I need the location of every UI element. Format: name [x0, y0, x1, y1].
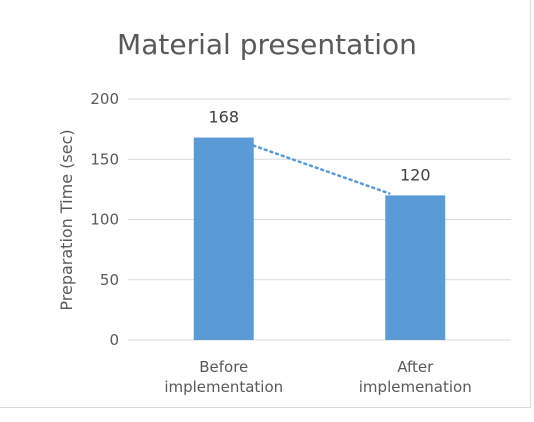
x-axis-categories: Before implementation After implemenation: [164, 358, 471, 396]
trendline: [246, 142, 391, 195]
category-label-1: After implemenation: [359, 358, 472, 396]
y-tick-label-150: 150: [90, 150, 119, 168]
y-axis-ticks: 0 50 100 150 200: [90, 90, 119, 349]
bar-0: [193, 137, 254, 340]
data-label-1: 120: [400, 165, 431, 184]
bars: [193, 137, 446, 340]
data-label-0: 168: [208, 108, 239, 127]
y-tick-label-50: 50: [100, 271, 119, 289]
y-tick-label-100: 100: [90, 211, 119, 229]
y-tick-label-200: 200: [90, 90, 119, 108]
trendline-segment: [246, 142, 391, 195]
category-label-0: Before implementation: [164, 358, 283, 396]
y-axis-label: Preparation Time (sec): [57, 129, 76, 310]
gridlines: [128, 98, 511, 341]
chart-title: Material presentation: [117, 28, 417, 61]
y-tick-label-0: 0: [109, 331, 119, 349]
bar-1: [385, 195, 446, 340]
data-labels: 168 120: [208, 108, 430, 185]
